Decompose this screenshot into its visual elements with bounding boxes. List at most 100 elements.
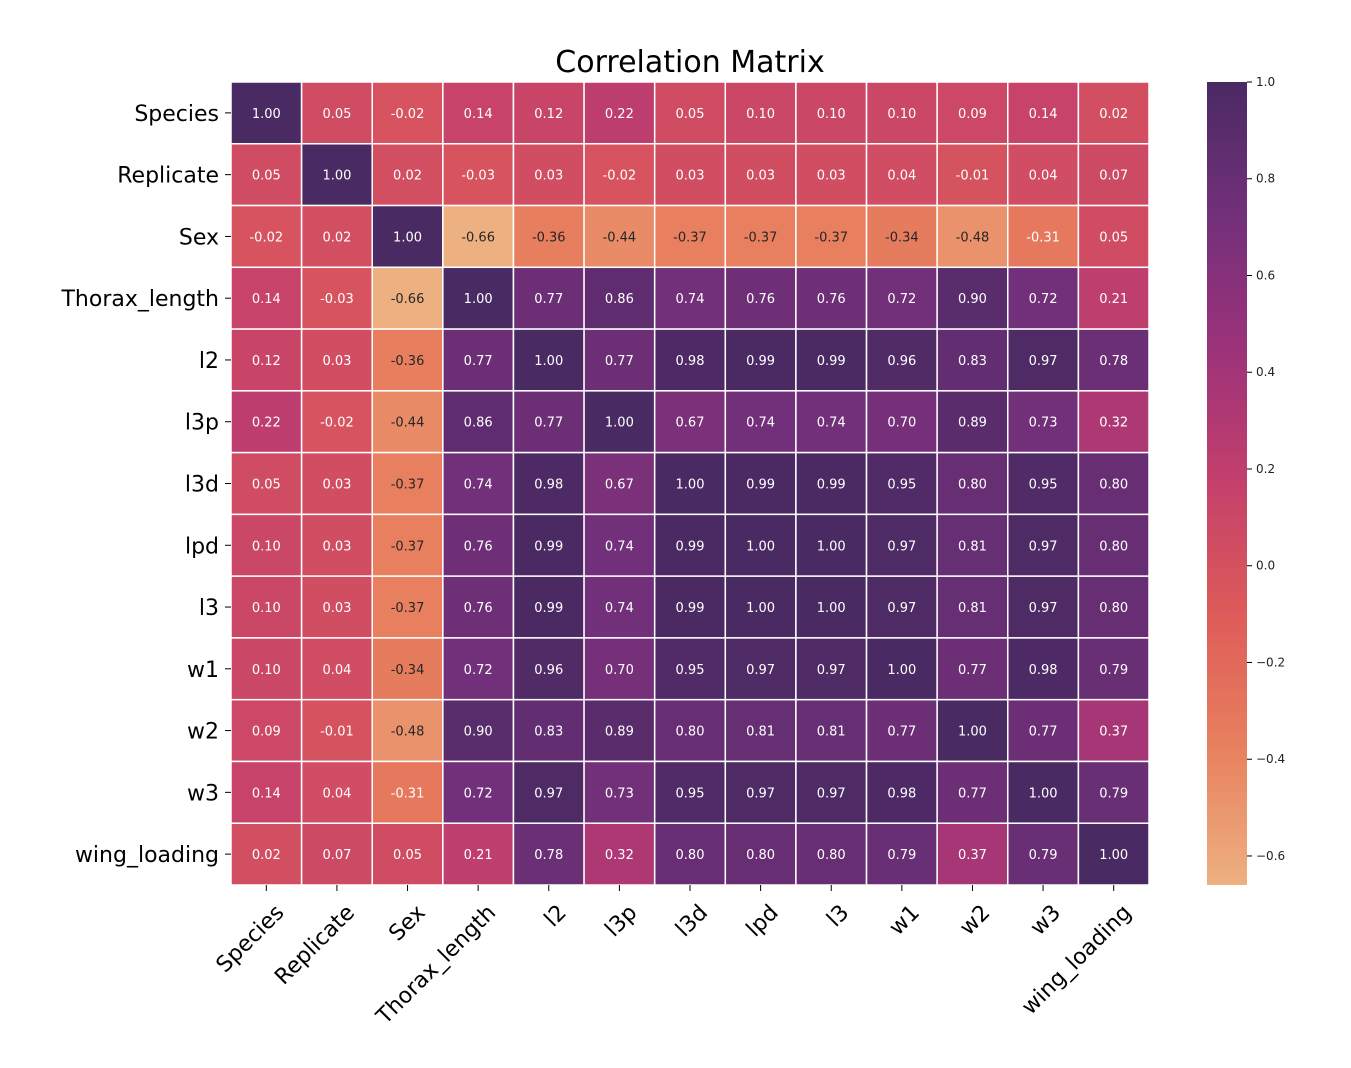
heatmap-cell <box>512 822 585 886</box>
heatmap-cell <box>371 204 444 269</box>
cell-value-label: 0.98 <box>887 786 916 801</box>
cell-value-label: 0.79 <box>1099 786 1128 801</box>
cell-value-label: 0.09 <box>958 107 987 122</box>
y-tick-label: Thorax_length <box>60 287 219 312</box>
heatmap-cell <box>583 822 656 886</box>
cell-value-label: -0.02 <box>391 107 425 122</box>
heatmap-cell <box>230 451 303 516</box>
y-tick-label: l2 <box>199 349 219 374</box>
cell-value-label: -0.02 <box>320 416 354 431</box>
cell-value-label: 0.76 <box>817 292 846 307</box>
cell-value-label: 0.96 <box>887 354 916 369</box>
heatmap-cell <box>583 451 656 516</box>
heatmap-cell <box>512 513 585 577</box>
cell-value-label: 0.99 <box>817 354 846 369</box>
cell-value-label: 0.81 <box>958 601 987 616</box>
heatmap-cell <box>724 266 797 330</box>
y-tick-label: Sex <box>179 225 219 250</box>
cell-value-label: 0.04 <box>887 169 916 184</box>
heatmap-cell <box>1077 760 1150 824</box>
heatmap-cell <box>442 822 515 886</box>
cell-value-label: 0.03 <box>322 539 351 554</box>
cell-value-label: -0.48 <box>391 725 425 740</box>
cell-value-label: 0.37 <box>1099 725 1128 740</box>
heatmap-cell <box>230 81 303 145</box>
y-tick-label: w2 <box>187 720 219 745</box>
cell-value-label: 0.97 <box>887 539 916 554</box>
cell-value-label: 0.89 <box>958 416 987 431</box>
cell-value-label: 0.12 <box>252 354 281 369</box>
colorbar-tick-label: 0.6 <box>1256 268 1275 282</box>
heatmap-cell <box>653 390 727 454</box>
cell-value-label: 0.67 <box>605 478 634 493</box>
heatmap-cell <box>1007 698 1080 763</box>
cell-value-label: 0.89 <box>605 725 634 740</box>
cell-value-label: 0.02 <box>393 169 422 184</box>
y-tick-label: Species <box>134 102 219 127</box>
heatmap-cell <box>795 266 868 330</box>
cell-value-label: -0.36 <box>391 354 425 369</box>
heatmap-cell <box>724 513 797 577</box>
heatmap-cell <box>1077 266 1150 330</box>
cell-value-label: 0.73 <box>605 786 634 801</box>
cell-value-label: 0.77 <box>887 725 916 740</box>
heatmap-cell <box>1007 575 1080 639</box>
heatmap-cell <box>936 451 1009 516</box>
cell-value-label: -0.37 <box>391 539 425 554</box>
cell-value-label: 0.99 <box>534 601 563 616</box>
cell-value-label: 0.83 <box>534 725 563 740</box>
heatmap-cell <box>1007 266 1080 330</box>
heatmap-cell <box>795 513 868 577</box>
cell-value-label: 0.10 <box>746 107 775 122</box>
heatmap-cell <box>1077 698 1150 763</box>
cell-value-label: 0.14 <box>1029 107 1058 122</box>
cell-value-label: -0.44 <box>603 230 637 245</box>
heatmap-cell <box>230 637 303 701</box>
cell-value-label: -0.37 <box>744 230 778 245</box>
cell-value-label: 0.74 <box>464 478 493 493</box>
cell-value-label: -0.37 <box>391 478 425 493</box>
cell-value-label: 0.03 <box>322 354 351 369</box>
heatmap-cell <box>795 698 868 763</box>
y-tick-label: lpd <box>185 534 219 559</box>
cell-value-label: 0.05 <box>393 848 422 863</box>
heatmap-cell <box>300 637 373 701</box>
y-tick-label: w1 <box>187 658 219 683</box>
cell-value-label: 0.80 <box>1099 539 1128 554</box>
heatmap-cell <box>442 328 515 392</box>
heatmap-cell <box>865 204 938 269</box>
heatmap-cell <box>1007 513 1080 577</box>
x-tick-label: l3d <box>671 900 713 942</box>
cell-value-label: 0.10 <box>252 539 281 554</box>
cell-value-label: 0.80 <box>817 848 846 863</box>
heatmap-cell <box>865 266 938 330</box>
colorbar-tick-label: 1.0 <box>1256 75 1275 89</box>
heatmap-cell <box>653 328 727 392</box>
heatmap-cell <box>865 143 938 207</box>
heatmap-cell <box>795 637 868 701</box>
cell-value-label: 0.14 <box>464 107 493 122</box>
cell-value-label: 0.02 <box>1099 107 1128 122</box>
x-tick-label: l3 <box>822 900 854 932</box>
heatmap-cell <box>653 266 727 330</box>
y-tick-label: l3 <box>199 596 219 621</box>
cell-value-label: -0.44 <box>391 416 425 431</box>
x-tick-label: Thorax_length <box>371 900 501 1030</box>
cell-value-label: 0.03 <box>322 478 351 493</box>
heatmap-cell <box>724 698 797 763</box>
cell-value-label: 0.77 <box>1029 725 1058 740</box>
cell-value-label: 0.72 <box>887 292 916 307</box>
cell-value-label: 0.99 <box>746 478 775 493</box>
cell-value-label: 0.76 <box>746 292 775 307</box>
cell-value-label: 0.67 <box>676 416 705 431</box>
heatmap-cell <box>795 390 868 454</box>
cell-value-label: 0.74 <box>605 601 634 616</box>
cell-value-label: 0.03 <box>534 169 563 184</box>
cell-value-label: 0.79 <box>1099 663 1128 678</box>
heatmap-cell <box>795 143 868 207</box>
x-tick-label: w2 <box>955 900 995 940</box>
heatmap-cell <box>795 575 868 639</box>
cell-value-label: 0.07 <box>1099 169 1128 184</box>
cell-value-label: 0.80 <box>958 478 987 493</box>
